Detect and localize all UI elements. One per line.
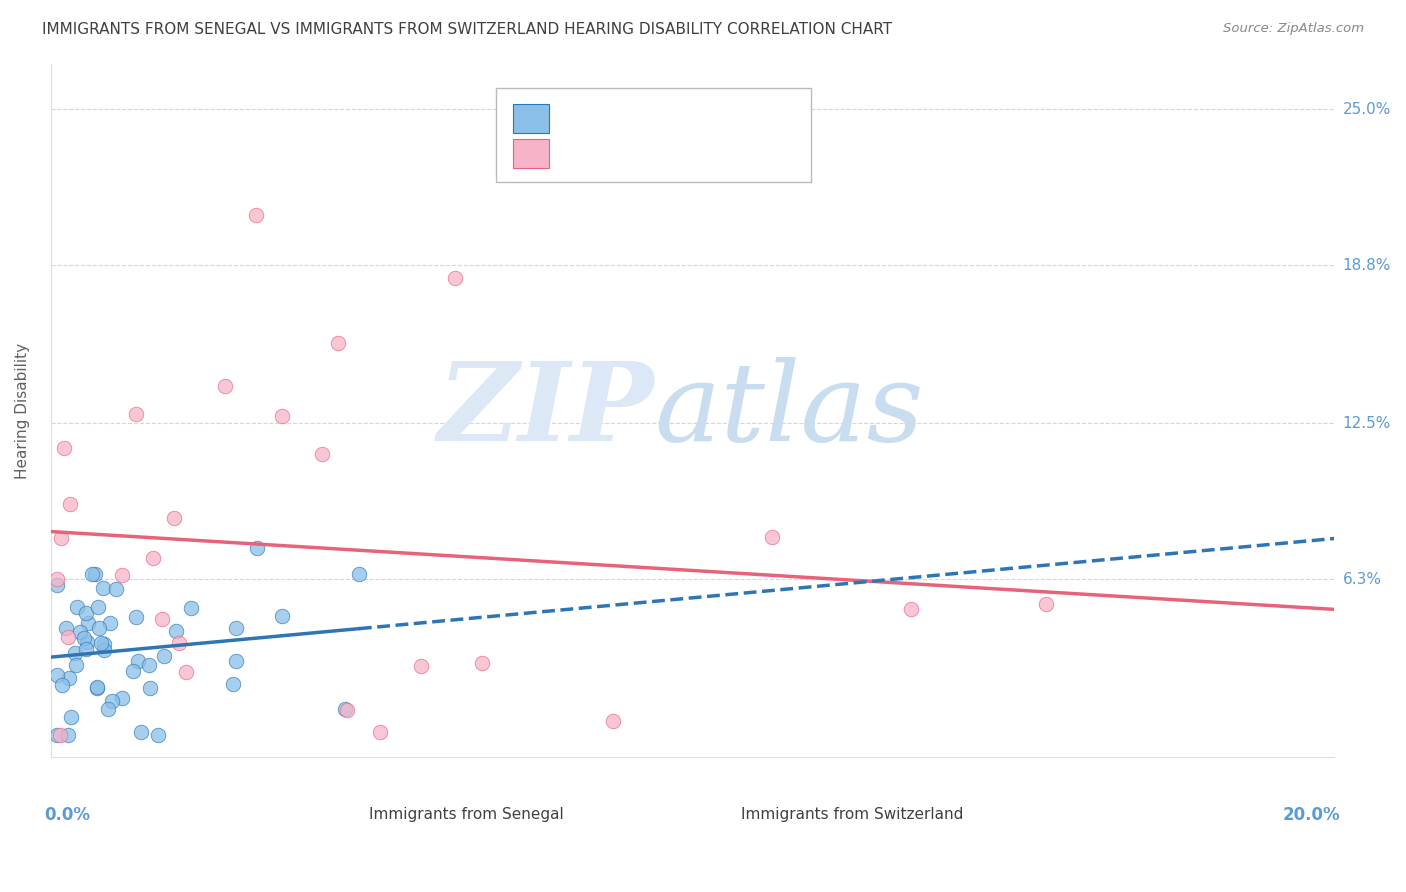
Point — [93, 637, 115, 651]
Text: Source: ZipAtlas.com: Source: ZipAtlas.com — [1223, 22, 1364, 36]
Point — [138, 658, 160, 673]
Point — [139, 681, 162, 695]
Point — [76, 615, 98, 630]
Point — [222, 677, 245, 691]
Point — [59, 497, 82, 511]
Point — [93, 643, 115, 657]
Point — [336, 703, 359, 717]
Point — [49, 531, 72, 545]
Point — [125, 408, 148, 422]
Point — [73, 632, 96, 646]
Point — [49, 728, 72, 742]
Text: 6.3%: 6.3% — [1343, 572, 1382, 587]
Point — [111, 568, 134, 582]
Point — [246, 541, 269, 555]
Point — [76, 635, 98, 649]
Text: 18.8%: 18.8% — [1343, 258, 1391, 273]
Point — [347, 567, 370, 582]
Point — [86, 681, 108, 695]
Point — [146, 728, 169, 742]
Point — [86, 680, 108, 694]
Point — [46, 573, 69, 587]
Text: Immigrants from Senegal: Immigrants from Senegal — [370, 807, 564, 822]
Point — [368, 724, 391, 739]
Point — [58, 671, 80, 685]
Bar — [706, 805, 734, 827]
Point — [101, 694, 124, 708]
Text: N = 49: N = 49 — [683, 110, 741, 128]
Bar — [333, 805, 361, 827]
Text: ZIP: ZIP — [437, 357, 654, 465]
Point — [105, 582, 128, 597]
Point — [80, 567, 103, 582]
Point — [91, 581, 114, 595]
Point — [84, 566, 107, 581]
Point — [409, 658, 432, 673]
Point — [225, 621, 247, 635]
FancyBboxPatch shape — [496, 88, 811, 182]
Point — [125, 610, 148, 624]
Point — [46, 668, 69, 682]
Point — [150, 612, 173, 626]
Point — [270, 409, 292, 423]
Point — [1035, 597, 1057, 611]
Point — [142, 551, 165, 566]
Point — [55, 621, 77, 635]
Point — [165, 624, 187, 639]
Point — [900, 602, 922, 616]
Text: 25.0%: 25.0% — [1343, 102, 1391, 117]
Point — [127, 654, 149, 668]
Point — [52, 442, 75, 456]
Point — [761, 530, 783, 544]
Point — [90, 636, 112, 650]
Point — [63, 646, 86, 660]
Point — [46, 578, 69, 592]
Point — [51, 678, 73, 692]
Point — [245, 208, 267, 222]
Point — [471, 656, 494, 670]
Text: 12.5%: 12.5% — [1343, 416, 1391, 431]
Point — [110, 691, 132, 706]
Point — [59, 709, 82, 723]
Point — [174, 665, 197, 679]
Text: N = 27: N = 27 — [683, 145, 741, 162]
Point — [333, 702, 356, 716]
Point — [66, 600, 89, 615]
Point — [89, 621, 111, 635]
Text: atlas: atlas — [654, 357, 924, 465]
Point — [58, 630, 80, 644]
Point — [163, 510, 186, 524]
Y-axis label: Hearing Disability: Hearing Disability — [15, 343, 30, 479]
Point — [270, 608, 292, 623]
Text: R = 0.315: R = 0.315 — [564, 110, 648, 128]
Point — [152, 649, 174, 664]
Point — [444, 270, 467, 285]
Text: 0.0%: 0.0% — [45, 806, 90, 824]
Point — [129, 725, 152, 739]
Point — [87, 600, 110, 615]
Point — [75, 641, 97, 656]
Point — [225, 654, 247, 668]
Point — [65, 657, 87, 672]
Point — [602, 714, 624, 728]
Point — [69, 624, 91, 639]
Point — [75, 606, 97, 620]
Point — [326, 336, 349, 351]
Text: 20.0%: 20.0% — [1284, 806, 1341, 824]
Point — [46, 728, 69, 742]
Point — [122, 664, 145, 678]
Point — [100, 615, 122, 630]
Point — [58, 728, 80, 742]
Text: R = 0.351: R = 0.351 — [564, 145, 648, 162]
Text: IMMIGRANTS FROM SENEGAL VS IMMIGRANTS FROM SWITZERLAND HEARING DISABILITY CORREL: IMMIGRANTS FROM SENEGAL VS IMMIGRANTS FR… — [42, 22, 893, 37]
Point — [311, 447, 333, 461]
Text: Immigrants from Switzerland: Immigrants from Switzerland — [741, 807, 963, 822]
Point — [97, 702, 120, 716]
Point — [167, 636, 190, 650]
Point — [214, 379, 236, 393]
Point — [180, 601, 202, 615]
Bar — [513, 104, 548, 134]
Bar — [513, 139, 548, 168]
